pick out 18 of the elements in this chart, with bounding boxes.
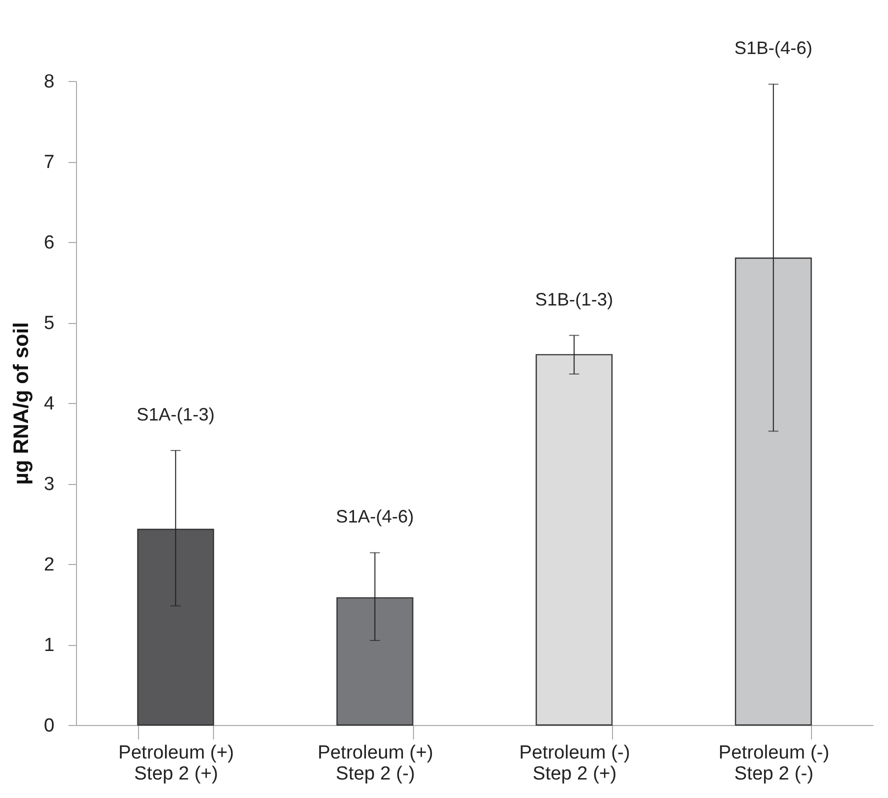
annotation: S1A-(4-6) (336, 506, 414, 527)
x-tick-label: Petroleum (-) Step 2 (+) (519, 742, 630, 784)
annotation: S1A-(1-3) (136, 404, 215, 424)
y-tick-label: 0 (44, 716, 54, 736)
y-tick-label: 2 (44, 554, 54, 576)
annotation: S1B-(1-3) (535, 289, 614, 310)
y-tick-label: 3 (44, 474, 54, 495)
y-axis-title: µg RNA/g of soil (10, 322, 33, 485)
x-tick-label: Petroleum (+) Step 2 (+) (118, 742, 234, 784)
x-tick-label: Petroleum (+) Step 2 (-) (318, 742, 434, 784)
y-tick-label: 6 (44, 232, 54, 254)
y-tick-label: 7 (44, 152, 54, 173)
y-tick-label: 8 (44, 72, 54, 92)
y-tick-label: 1 (44, 635, 54, 656)
y-tick-label: 5 (44, 313, 54, 334)
annotation: S1B-(4-6) (734, 38, 812, 58)
y-tick-label: 4 (44, 394, 55, 414)
x-tick-label: Petroleum (-) Step 2 (-) (718, 742, 830, 784)
